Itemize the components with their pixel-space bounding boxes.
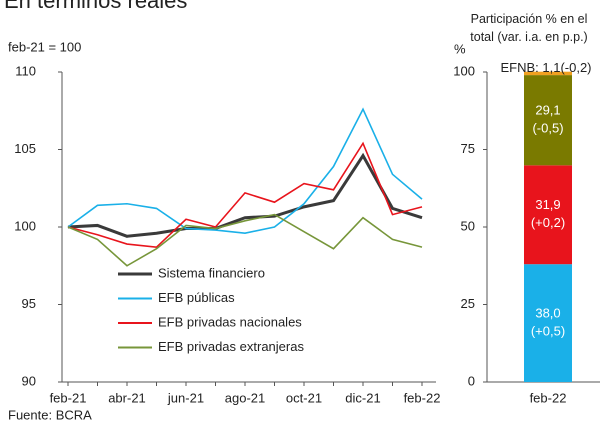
y-tick-label: 95 bbox=[22, 296, 36, 311]
x-tick-label: feb-22 bbox=[404, 390, 441, 405]
value-label: 29,1 bbox=[535, 103, 560, 118]
y-axis-label: % bbox=[454, 41, 466, 56]
change-label: (-0,5) bbox=[532, 121, 563, 136]
y-tick-label: 90 bbox=[22, 373, 36, 388]
y-tick-label: 105 bbox=[14, 141, 36, 156]
y-tick-label: 100 bbox=[453, 63, 475, 78]
value-label: EFNB: 1,1(-0,2) bbox=[500, 60, 591, 75]
x-tick-label: ago-21 bbox=[225, 390, 265, 405]
y-tick-label: 100 bbox=[14, 218, 36, 233]
series-line bbox=[67, 152, 423, 238]
bar-segment bbox=[524, 71, 572, 76]
x-tick-label: feb-21 bbox=[50, 390, 87, 405]
source: Fuente: BCRA bbox=[8, 407, 92, 422]
x-tick-label: oct-21 bbox=[286, 390, 322, 405]
x-tick-label: abr-21 bbox=[108, 390, 146, 405]
bar-segment bbox=[524, 264, 572, 382]
x-tick-label: feb-22 bbox=[530, 390, 567, 405]
bar-segment bbox=[524, 75, 572, 166]
x-tick-label: dic-21 bbox=[345, 390, 380, 405]
y-tick-label: 110 bbox=[15, 63, 36, 78]
legend-label: EFB privadas extranjeras bbox=[158, 339, 304, 354]
series-line bbox=[67, 107, 423, 235]
legend-label: Sistema financiero bbox=[158, 265, 265, 280]
y-tick-label: 75 bbox=[461, 141, 475, 156]
chart-title: Participación % en el total (var. i.a. en… bbox=[470, 12, 587, 44]
bar-segment bbox=[524, 165, 572, 265]
legend-label: EFB privadas nacionales bbox=[158, 314, 302, 329]
chart-title: En términos reales bbox=[4, 0, 187, 13]
value-label: 38,0 bbox=[535, 306, 560, 321]
y-tick-label: 0 bbox=[468, 373, 475, 388]
legend-label: EFB públicas bbox=[158, 290, 235, 305]
change-label: (+0,2) bbox=[531, 215, 565, 230]
y-axis-label: feb-21 = 100 bbox=[8, 39, 81, 54]
y-tick-label: 25 bbox=[461, 296, 475, 311]
y-tick-label: 50 bbox=[461, 218, 475, 233]
series-line bbox=[67, 141, 423, 248]
x-tick-label: jun-21 bbox=[167, 390, 204, 405]
change-label: (+0,5) bbox=[531, 324, 565, 339]
series-line bbox=[67, 213, 423, 267]
value-label: 31,9 bbox=[535, 197, 560, 212]
